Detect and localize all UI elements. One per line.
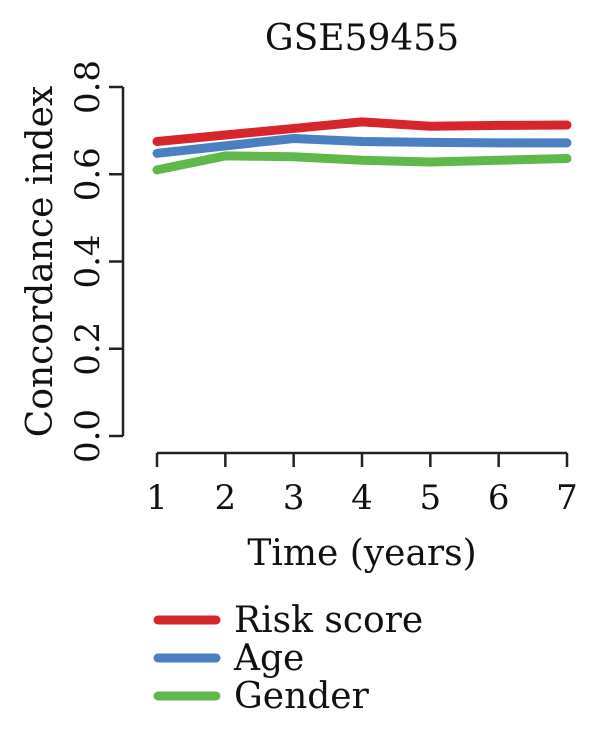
legend-label-risk-score: Risk score	[234, 600, 423, 641]
x-tick-label: 4	[351, 478, 373, 518]
series-line-risk-score	[152, 117, 572, 147]
x-axis: 1 2 3 4 5 6 7	[146, 451, 578, 518]
chart-title: GSE59455	[265, 18, 459, 59]
y-tick-label: 0.8	[68, 60, 108, 114]
series-line-gender	[152, 151, 572, 175]
legend-label-gender: Gender	[234, 676, 370, 717]
legend-label-age: Age	[233, 638, 304, 679]
x-tick-label: 3	[283, 478, 305, 518]
y-axis-label: Concordance index	[20, 86, 61, 437]
x-tick-label: 7	[556, 478, 578, 518]
x-tick-label: 5	[420, 478, 442, 518]
series-line-age	[152, 133, 572, 158]
series-layer	[152, 117, 572, 175]
x-tick-label: 1	[146, 478, 168, 518]
y-axis: 0.0 0.2 0.4 0.6 0.8	[68, 60, 125, 463]
y-tick-label: 0.6	[68, 147, 108, 201]
x-tick-label: 6	[488, 478, 510, 518]
x-tick-label: 2	[215, 478, 237, 518]
x-axis-label: Time (years)	[247, 533, 476, 574]
y-tick-label: 0.4	[68, 234, 108, 288]
y-tick-label: 0.2	[68, 322, 108, 376]
y-tick-label: 0.0	[68, 409, 108, 463]
